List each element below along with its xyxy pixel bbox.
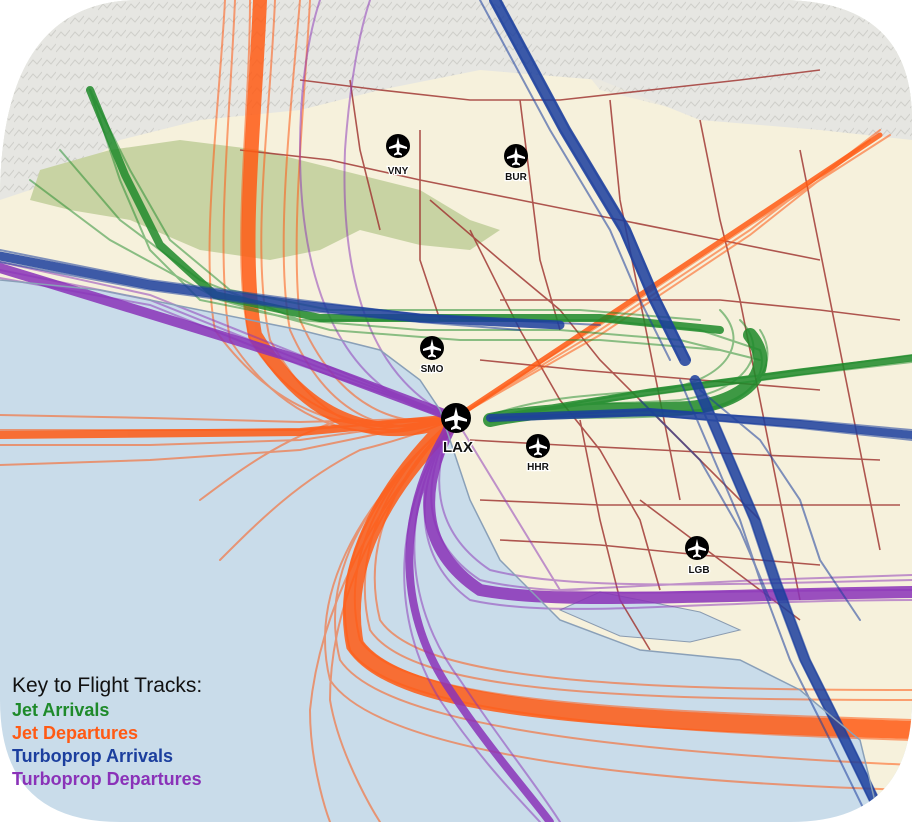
airport-bur[interactable]: BUR <box>504 144 529 184</box>
legend-item-turboprop-arrivals: Turboprop Arrivals <box>12 746 174 766</box>
airplane-icon <box>526 434 550 458</box>
airport-lax[interactable]: LAX <box>441 403 474 457</box>
turboprop-departure-bundles <box>0 263 912 822</box>
airport-lgb[interactable]: LGB <box>685 536 711 577</box>
airport-code: SMO <box>421 364 444 375</box>
airport-smo[interactable]: SMO <box>419 336 445 376</box>
airplane-icon <box>386 134 410 158</box>
airport-code: HHR <box>527 462 549 473</box>
airplane-icon <box>441 403 471 433</box>
airplane-icon <box>420 336 444 360</box>
park-area <box>30 140 500 260</box>
airport-vny[interactable]: VNY <box>386 134 410 178</box>
legend-item-jet-arrivals: Jet Arrivals <box>12 700 110 720</box>
coastline <box>0 279 881 822</box>
legend-item-turboprop-departures: Turboprop Departures <box>12 769 202 789</box>
airport-code: VNY <box>388 166 409 177</box>
legend-item-jet-departures: Jet Departures <box>12 723 139 743</box>
airplane-icon <box>504 144 528 168</box>
airport-code: LGB <box>688 565 709 576</box>
airplane-icon <box>685 536 709 560</box>
mountains-south <box>560 30 830 120</box>
airport-code: BUR <box>505 172 527 183</box>
jet-departure-bundles <box>0 0 912 739</box>
legend-title: Key to Flight Tracks: <box>12 674 203 697</box>
airport-code: LAX <box>443 439 473 456</box>
airport-hhr[interactable]: HHR <box>526 434 551 474</box>
flight-track-legend: Key to Flight Tracks: Jet Arrivals Jet D… <box>12 673 332 791</box>
